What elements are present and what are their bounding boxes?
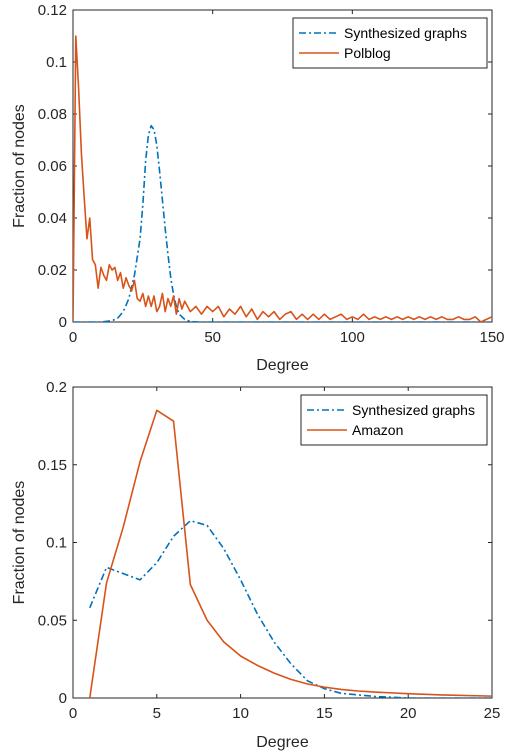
y-tick-label: 0: [59, 314, 67, 331]
x-tick-label: 50: [204, 329, 221, 346]
y-tick-label: 0.08: [38, 106, 67, 123]
legend-label: Polblog: [344, 45, 391, 61]
y-axis-label: Fraction of nodes: [11, 481, 28, 605]
x-tick-label: 15: [316, 705, 333, 722]
x-tick-label: 10: [232, 705, 249, 722]
chart-amazon: 0 5 10 15 20 25 0 0.05 0.1 0.15 0.2 Degree Fraction …: [11, 379, 500, 751]
x-tick-label: 25: [484, 705, 501, 722]
x-tick-label: 20: [400, 705, 417, 722]
y-tick-label: 0.04: [38, 210, 67, 227]
series-line-synthesized: [73, 124, 492, 322]
y-tick-label: 0.12: [38, 2, 67, 19]
x-tick-label: 0: [69, 329, 77, 346]
y-tick-label: 0.15: [38, 457, 67, 474]
chart-polblog: 0 50 100 150 0 0.02 0.04 0.06 0.08 0.1 0.12 Degree F…: [11, 2, 505, 374]
y-tick-label: 0.06: [38, 158, 67, 175]
x-tick-label: 0: [69, 705, 77, 722]
y-tick-label: 0.02: [38, 262, 67, 279]
y-tick-label: 0.2: [46, 379, 67, 396]
series-line-real: [88, 409, 492, 698]
x-axis-label: Degree: [256, 734, 309, 751]
x-tick-label: 5: [153, 705, 161, 722]
series-line-real: [73, 35, 492, 322]
y-tick-label: 0.05: [38, 612, 67, 629]
x-tick-label: 100: [340, 329, 365, 346]
legend-label: Amazon: [352, 422, 403, 438]
series-line-synthesized: [89, 519, 492, 698]
y-tick-label: 0: [59, 690, 67, 707]
y-axis-label: Fraction of nodes: [11, 104, 28, 228]
y-tick-label: 0.1: [46, 535, 67, 552]
legend-label: Synthesized graphs: [352, 402, 475, 418]
legend-label: Synthesized graphs: [344, 25, 467, 41]
x-axis-label: Degree: [256, 357, 309, 374]
legend-box: [300, 394, 488, 446]
y-tick-label: 0.1: [46, 54, 67, 71]
x-tick-label: 150: [479, 329, 504, 346]
legend-box: [292, 17, 488, 69]
